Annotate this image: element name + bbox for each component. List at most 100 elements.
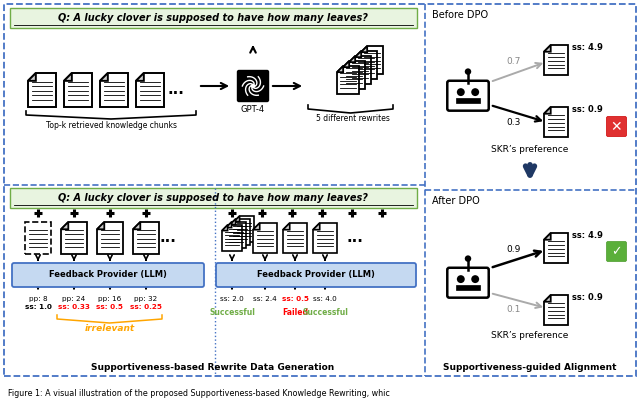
Text: ss: 0.25: ss: 0.25 [130,304,162,310]
Polygon shape [361,46,367,52]
FancyBboxPatch shape [216,263,416,287]
Text: irrelevant: irrelevant [85,324,135,333]
Polygon shape [230,219,250,245]
Text: GPT-4: GPT-4 [241,105,265,114]
Text: 5 different rewrites: 5 different rewrites [316,114,390,123]
Bar [456,285,479,290]
Polygon shape [349,56,355,62]
Polygon shape [544,233,550,240]
Text: Supportiveness-guided Alignment: Supportiveness-guided Alignment [444,363,617,372]
Polygon shape [361,46,383,74]
Text: pp: 8: pp: 8 [29,296,47,302]
Polygon shape [355,51,361,57]
Polygon shape [136,73,144,81]
FancyBboxPatch shape [607,241,627,261]
Circle shape [471,88,479,96]
Text: pp: 16: pp: 16 [99,296,122,302]
Bar [484,90,488,99]
Text: Before DPO: Before DPO [432,10,488,20]
Polygon shape [337,66,343,72]
Text: SKR’s preference: SKR’s preference [492,146,569,155]
Text: ss: 0.9: ss: 0.9 [572,106,603,115]
Text: ...: ... [159,231,177,245]
Polygon shape [343,61,365,89]
Polygon shape [64,73,92,107]
Text: ✕: ✕ [611,120,622,134]
FancyBboxPatch shape [12,263,204,287]
Bar [449,277,454,286]
Bar [484,277,488,286]
Polygon shape [28,73,36,81]
Text: pp: 32: pp: 32 [134,296,157,302]
Text: ...: ... [347,231,364,245]
Text: ss: 4.9: ss: 4.9 [572,43,603,52]
Text: ss: 4.9: ss: 4.9 [572,231,603,240]
Text: Successful: Successful [209,308,255,317]
Text: Figure 1: A visual illustration of the proposed Supportiveness-based Knowledge R: Figure 1: A visual illustration of the p… [8,389,390,398]
Polygon shape [313,223,337,253]
Polygon shape [313,223,320,230]
Bar [456,98,479,103]
Polygon shape [544,107,550,114]
Polygon shape [226,222,232,227]
Polygon shape [226,222,246,248]
Text: After DPO: After DPO [432,196,480,206]
Text: ss: 0.5: ss: 0.5 [97,304,124,310]
Polygon shape [343,61,349,67]
Polygon shape [100,73,128,107]
FancyBboxPatch shape [447,81,489,111]
Polygon shape [544,295,550,302]
Circle shape [251,84,255,88]
Polygon shape [28,73,56,107]
Text: 0.7: 0.7 [507,57,521,66]
Polygon shape [355,51,377,79]
Polygon shape [349,56,371,84]
Text: ss: 0.5: ss: 0.5 [282,296,308,302]
Text: Q: A lucky clover is supposed to have how many leaves?: Q: A lucky clover is supposed to have ho… [58,13,368,23]
Bar [10,188,417,208]
Circle shape [465,68,471,75]
Text: Feedback Provider (LLM): Feedback Provider (LLM) [49,270,167,279]
Text: ✓: ✓ [611,245,621,258]
Polygon shape [100,73,108,81]
Text: ss: 0.9: ss: 0.9 [572,294,603,303]
Polygon shape [133,222,140,229]
Circle shape [465,255,471,262]
Polygon shape [222,225,228,231]
Text: ss: 2.4: ss: 2.4 [253,296,277,302]
Text: ss: 1.0: ss: 1.0 [24,304,51,310]
Polygon shape [544,233,568,263]
Text: pp: 24: pp: 24 [62,296,86,302]
Polygon shape [544,45,568,75]
Polygon shape [337,66,359,94]
Bar [10,8,417,28]
FancyBboxPatch shape [607,117,627,137]
Polygon shape [61,222,87,254]
Polygon shape [253,223,260,230]
Text: 0.1: 0.1 [507,305,521,314]
Text: Q: A lucky clover is supposed to have how many leaves?: Q: A lucky clover is supposed to have ho… [58,193,368,203]
Bar [449,90,454,99]
Polygon shape [133,222,159,254]
Bar [25,222,51,254]
Circle shape [471,275,479,283]
Polygon shape [234,216,239,222]
Text: Failed: Failed [282,308,308,317]
Polygon shape [253,223,277,253]
Circle shape [457,88,465,96]
Text: 0.3: 0.3 [507,118,521,127]
Text: ss: 4.0: ss: 4.0 [313,296,337,302]
Text: Successful: Successful [302,308,348,317]
Polygon shape [283,223,290,230]
Polygon shape [222,225,242,251]
Polygon shape [97,222,104,229]
Text: Supportiveness-based Rewrite Data Generation: Supportiveness-based Rewrite Data Genera… [92,363,335,372]
Polygon shape [234,216,254,242]
Polygon shape [64,73,72,81]
Polygon shape [61,222,68,229]
Text: ...: ... [168,81,184,97]
Polygon shape [97,222,123,254]
Polygon shape [544,45,550,52]
Circle shape [457,275,465,283]
Text: ss: 2.0: ss: 2.0 [220,296,244,302]
